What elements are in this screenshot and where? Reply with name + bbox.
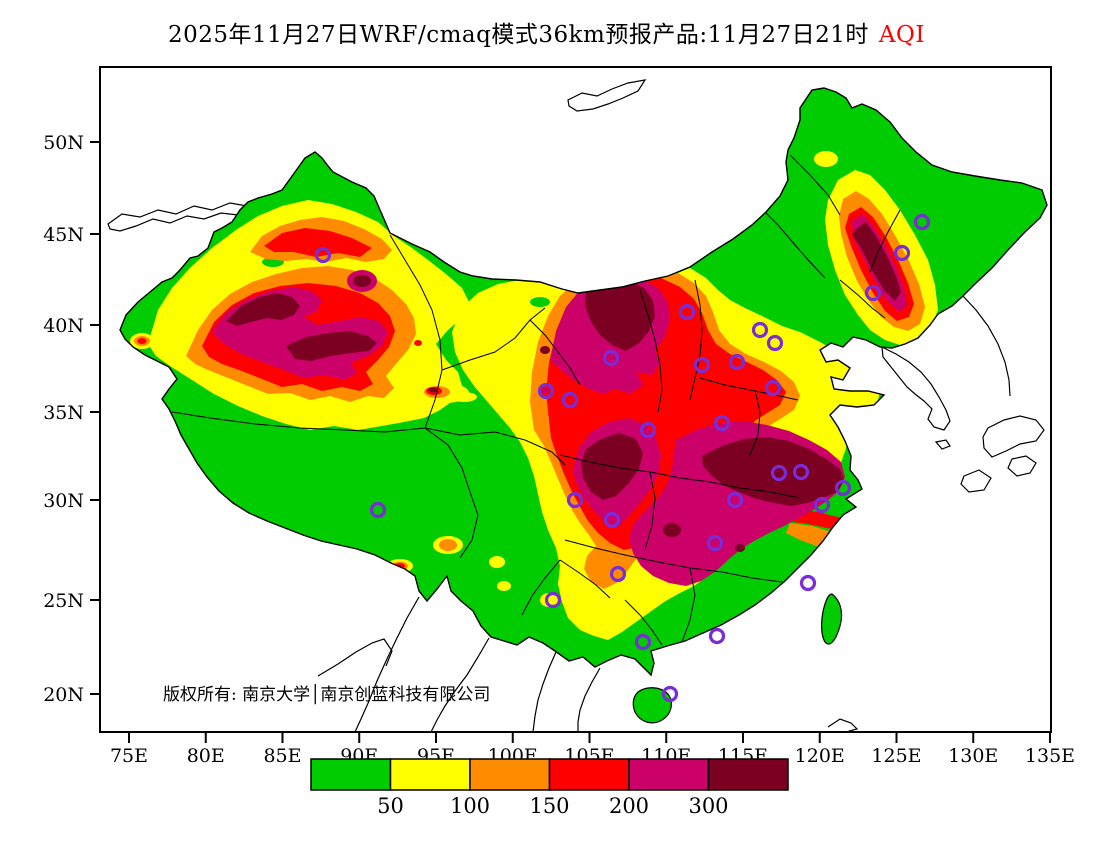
lake-baikal-outline: [567, 79, 647, 112]
station-marker: [602, 349, 620, 367]
station-marker: [639, 421, 657, 439]
legend-color-cell: [628, 758, 710, 791]
station-marker: [792, 463, 810, 481]
lon-tick-label: 80E: [187, 745, 225, 767]
station-marker: [369, 501, 387, 519]
station-marker: [751, 321, 769, 339]
vietnam-coast-line: [577, 667, 601, 732]
korea-outline: [881, 345, 951, 431]
station-marker: [314, 246, 332, 264]
legend-threshold-label: 150: [529, 794, 569, 818]
station-marker: [706, 534, 724, 552]
lat-tick-label: 20N: [43, 684, 84, 706]
lon-tick-label: 130E: [948, 745, 998, 767]
luzon-outline: [827, 718, 859, 732]
station-marker: [537, 382, 555, 400]
contour-level-maroon: [226, 222, 901, 552]
legend-color-cell: [310, 758, 392, 791]
japan-island-outline-2: [960, 469, 992, 493]
station-marker: [893, 244, 911, 262]
japan-island-outline: [1007, 455, 1037, 477]
station-marker: [728, 353, 746, 371]
station-marker: [678, 303, 696, 321]
hainan-island: [632, 687, 672, 724]
title-variable: AQI: [878, 22, 925, 48]
station-marker: [766, 334, 784, 352]
station-marker: [813, 496, 831, 514]
aqi-color-legend: 50 100 150 200 300: [310, 758, 789, 818]
station-marker: [634, 633, 652, 651]
legend-threshold-label: 300: [688, 794, 728, 818]
province-boundaries: [171, 154, 901, 646]
lat-tick-label: 40N: [43, 315, 84, 337]
station-marker: [764, 379, 782, 397]
legend-color-cell: [707, 758, 789, 791]
lat-tick-label: 50N: [43, 132, 84, 154]
station-markers: [314, 213, 931, 703]
bangladesh-border-line: [317, 638, 393, 677]
primorye-coastline: [962, 295, 1011, 397]
china-border-outline: [119, 87, 1048, 677]
station-marker: [561, 391, 579, 409]
foreign-outlines: [107, 79, 1045, 732]
map-frame: [99, 66, 1052, 733]
lat-tick-label: 25N: [43, 590, 84, 612]
map-canvas: [107, 79, 1048, 732]
jeju-outline: [934, 439, 951, 450]
lat-tick-label: 35N: [43, 402, 84, 424]
station-marker: [713, 414, 731, 432]
legend-color-cell: [389, 758, 471, 791]
myanmar-border-line-2: [354, 596, 420, 732]
aqi-contours: [130, 151, 938, 646]
legend-threshold-label: 100: [450, 794, 490, 818]
station-marker: [799, 574, 817, 592]
myanmar-border-line: [430, 637, 490, 732]
legend-threshold-label: 50: [377, 794, 404, 818]
legend-color-cell: [548, 758, 630, 791]
station-marker: [913, 213, 931, 231]
lon-tick-label: 75E: [110, 745, 148, 767]
lon-tick-label: 135E: [1025, 745, 1075, 767]
station-marker: [544, 591, 562, 609]
copyright-text: 版权所有: 南京大学│南京创蓝科技有限公司: [163, 684, 490, 705]
page-title: 2025年11月27日WRF/cmaq模式36km预报产品:11月27日21时 A…: [168, 22, 925, 48]
japan-kyushu-outline: [982, 415, 1045, 458]
lon-tick-label: 125E: [871, 745, 921, 767]
lat-tick-label: 30N: [43, 490, 84, 512]
legend-color-cell: [469, 758, 551, 791]
station-marker: [864, 284, 882, 302]
taiwan-island: [821, 593, 843, 645]
lon-tick-label: 85E: [263, 745, 301, 767]
station-marker: [603, 511, 621, 529]
title-main: 2025年11月27日WRF/cmaq模式36km预报产品:11月27日21时: [168, 22, 869, 48]
station-marker: [834, 479, 852, 497]
station-marker: [770, 464, 788, 482]
station-marker: [708, 627, 726, 645]
lon-tick-label: 120E: [795, 745, 845, 767]
latitude-axis: 50N 45N 40N 35N 30N 25N 20N: [43, 132, 100, 706]
lat-tick-label: 45N: [43, 224, 84, 246]
station-marker: [726, 491, 744, 509]
legend-threshold-label: 200: [609, 794, 649, 818]
station-marker: [566, 491, 584, 509]
station-marker: [661, 685, 679, 703]
station-marker: [609, 565, 627, 583]
station-marker: [693, 356, 711, 374]
vietnam-border-line: [532, 651, 557, 732]
